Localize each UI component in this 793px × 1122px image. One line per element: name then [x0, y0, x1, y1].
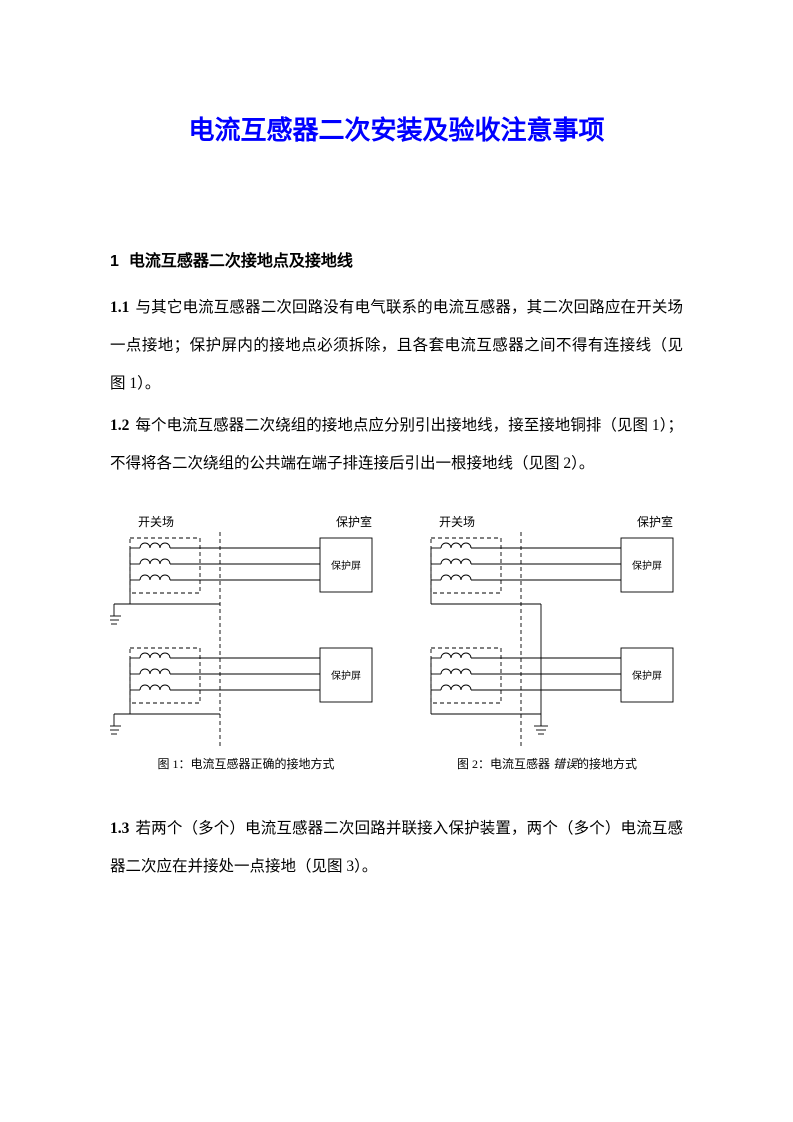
- para-1-2-text: 每个电流互感器二次绕组的接地点应分别引出接地线，接至接地铜排（见图 1）；不得将…: [110, 417, 683, 472]
- fig2-box2-label: 保护屏: [632, 669, 662, 682]
- figure-1-caption: 图 1：电流互感器正确的接地方式: [110, 755, 382, 772]
- fig2-label-right: 保护室: [637, 513, 673, 530]
- section-1-heading: 1 电流互感器二次接地点及接地线: [110, 247, 683, 271]
- para-1-1-num: 1.1: [110, 299, 129, 316]
- fig1-box2-label: 保护屏: [331, 669, 361, 682]
- section-1-heading-text: 电流互感器二次接地点及接地线: [129, 253, 353, 270]
- para-1-1: 1.1与其它电流互感器二次回路没有电气联系的电流互感器，其二次回路应在开关场一点…: [110, 289, 683, 403]
- figure-2: 开关场 保护室: [411, 513, 683, 772]
- diagrams-row: 开关场 保护室: [110, 513, 683, 772]
- section-1-num: 1: [110, 253, 119, 271]
- para-1-3-num: 1.3: [110, 820, 129, 837]
- fig2-cap-a: 图 2：电流互感器: [457, 757, 553, 771]
- para-1-3: 1.3若两个（多个）电流互感器二次回路并联接入保护装置，两个（多个）电流互感器二…: [110, 810, 683, 886]
- fig2-label-left: 开关场: [439, 513, 475, 530]
- para-1-1-text: 与其它电流互感器二次回路没有电气联系的电流互感器，其二次回路应在开关场一点接地；…: [110, 299, 683, 392]
- figure-1-svg: 保护屏: [110, 532, 382, 747]
- figure-2-svg: 保护屏 保护屏: [411, 532, 683, 747]
- para-1-2-num: 1.2: [110, 417, 129, 434]
- fig2-cap-b: 错误: [553, 757, 577, 771]
- para-1-2: 1.2每个电流互感器二次绕组的接地点应分别引出接地线，接至接地铜排（见图 1）；…: [110, 407, 683, 483]
- para-1-3-text: 若两个（多个）电流互感器二次回路并联接入保护装置，两个（多个）电流互感器二次应在…: [110, 820, 683, 875]
- figure-1: 开关场 保护室: [110, 513, 382, 772]
- fig2-cap-c: 的接地方式: [577, 757, 637, 771]
- fig1-box1-label: 保护屏: [331, 559, 361, 572]
- fig1-label-right: 保护室: [336, 513, 372, 530]
- figure-2-caption: 图 2：电流互感器 错误的接地方式: [411, 755, 683, 772]
- fig2-box1-label: 保护屏: [632, 559, 662, 572]
- page-title: 电流互感器二次安装及验收注意事项: [110, 110, 683, 147]
- fig1-label-left: 开关场: [138, 513, 174, 530]
